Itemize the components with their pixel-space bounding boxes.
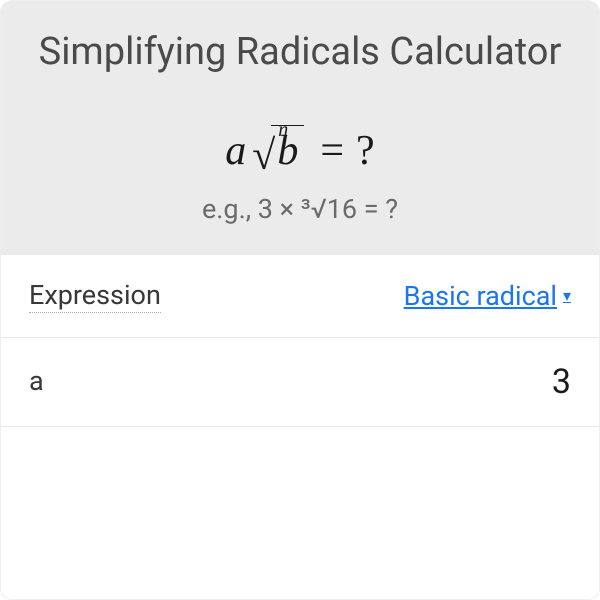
formula-result: ?	[356, 127, 375, 175]
radical-sign-icon: √	[252, 135, 275, 177]
expression-label: Expression	[29, 279, 161, 313]
chevron-down-icon: ▾	[563, 286, 571, 305]
a-value[interactable]: 3	[552, 362, 571, 402]
radicand-wrap: b	[275, 127, 304, 175]
expression-dropdown-value: Basic radical	[404, 280, 557, 312]
formula-radicand: b	[277, 128, 298, 174]
formula-coefficient: a	[225, 127, 246, 175]
a-label: a	[29, 365, 44, 398]
calculator-card: Simplifying Radicals Calculator a n √ b …	[0, 0, 600, 600]
radical-wrap: n √ b	[252, 127, 304, 175]
formula-example: e.g., 3 × ³√16 = ?	[1, 193, 599, 225]
expression-dropdown[interactable]: Basic radical ▾	[404, 280, 571, 312]
header: Simplifying Radicals Calculator	[1, 1, 599, 103]
row-expression: Expression Basic radical ▾	[1, 255, 599, 338]
formula-display: a n √ b = ?	[225, 127, 374, 175]
page-title: Simplifying Radicals Calculator	[21, 29, 579, 103]
formula-equals: =	[320, 127, 344, 175]
row-a: a 3	[1, 338, 599, 427]
formula-box: a n √ b = ? e.g., 3 × ³√16 = ?	[1, 103, 599, 255]
